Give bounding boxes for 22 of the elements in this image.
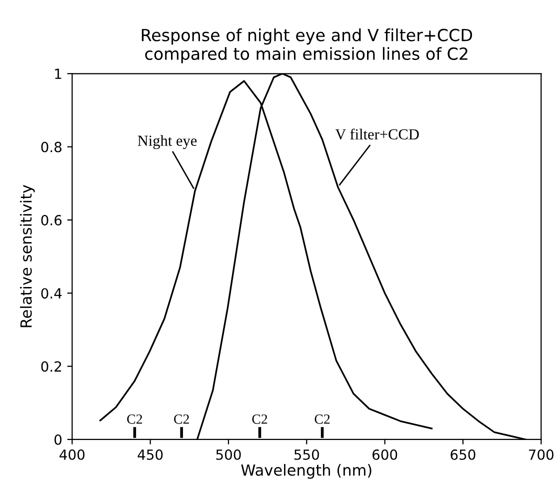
x-tick-label: 700 [529, 449, 554, 460]
x-tick-label: 600 [372, 449, 398, 460]
y-tick-label: 0.8 [41, 142, 62, 152]
series-label: Night eye [138, 135, 197, 150]
x-tick-label: 400 [60, 449, 84, 460]
ref-line-label: C2 [174, 414, 189, 424]
y-axis-title: Relative sensitivity [20, 184, 35, 328]
x-tick-label: 500 [216, 449, 241, 460]
y-tick-label: 0.2 [41, 361, 62, 372]
y-tick-label: 0.6 [41, 214, 62, 226]
chart-title: Response of night eye and V filter+CCD compared to main emission lines of C2 [142, 28, 472, 64]
y-tick-label: 0 [54, 434, 62, 445]
ref-line-label: C2 [314, 414, 330, 424]
ref-line-label: C2 [252, 414, 268, 424]
series-label: V filter+CCD [335, 128, 419, 140]
x-axis-title: Wavelength (nm) [241, 464, 372, 479]
x-tick-label: 550 [294, 449, 319, 460]
x-tick-label: 650 [450, 449, 476, 460]
y-tick-label: 0.4 [41, 288, 62, 299]
y-tick-label: 1 [55, 68, 62, 79]
ref-line-label: C2 [127, 414, 142, 424]
x-tick-label: 450 [138, 449, 163, 460]
